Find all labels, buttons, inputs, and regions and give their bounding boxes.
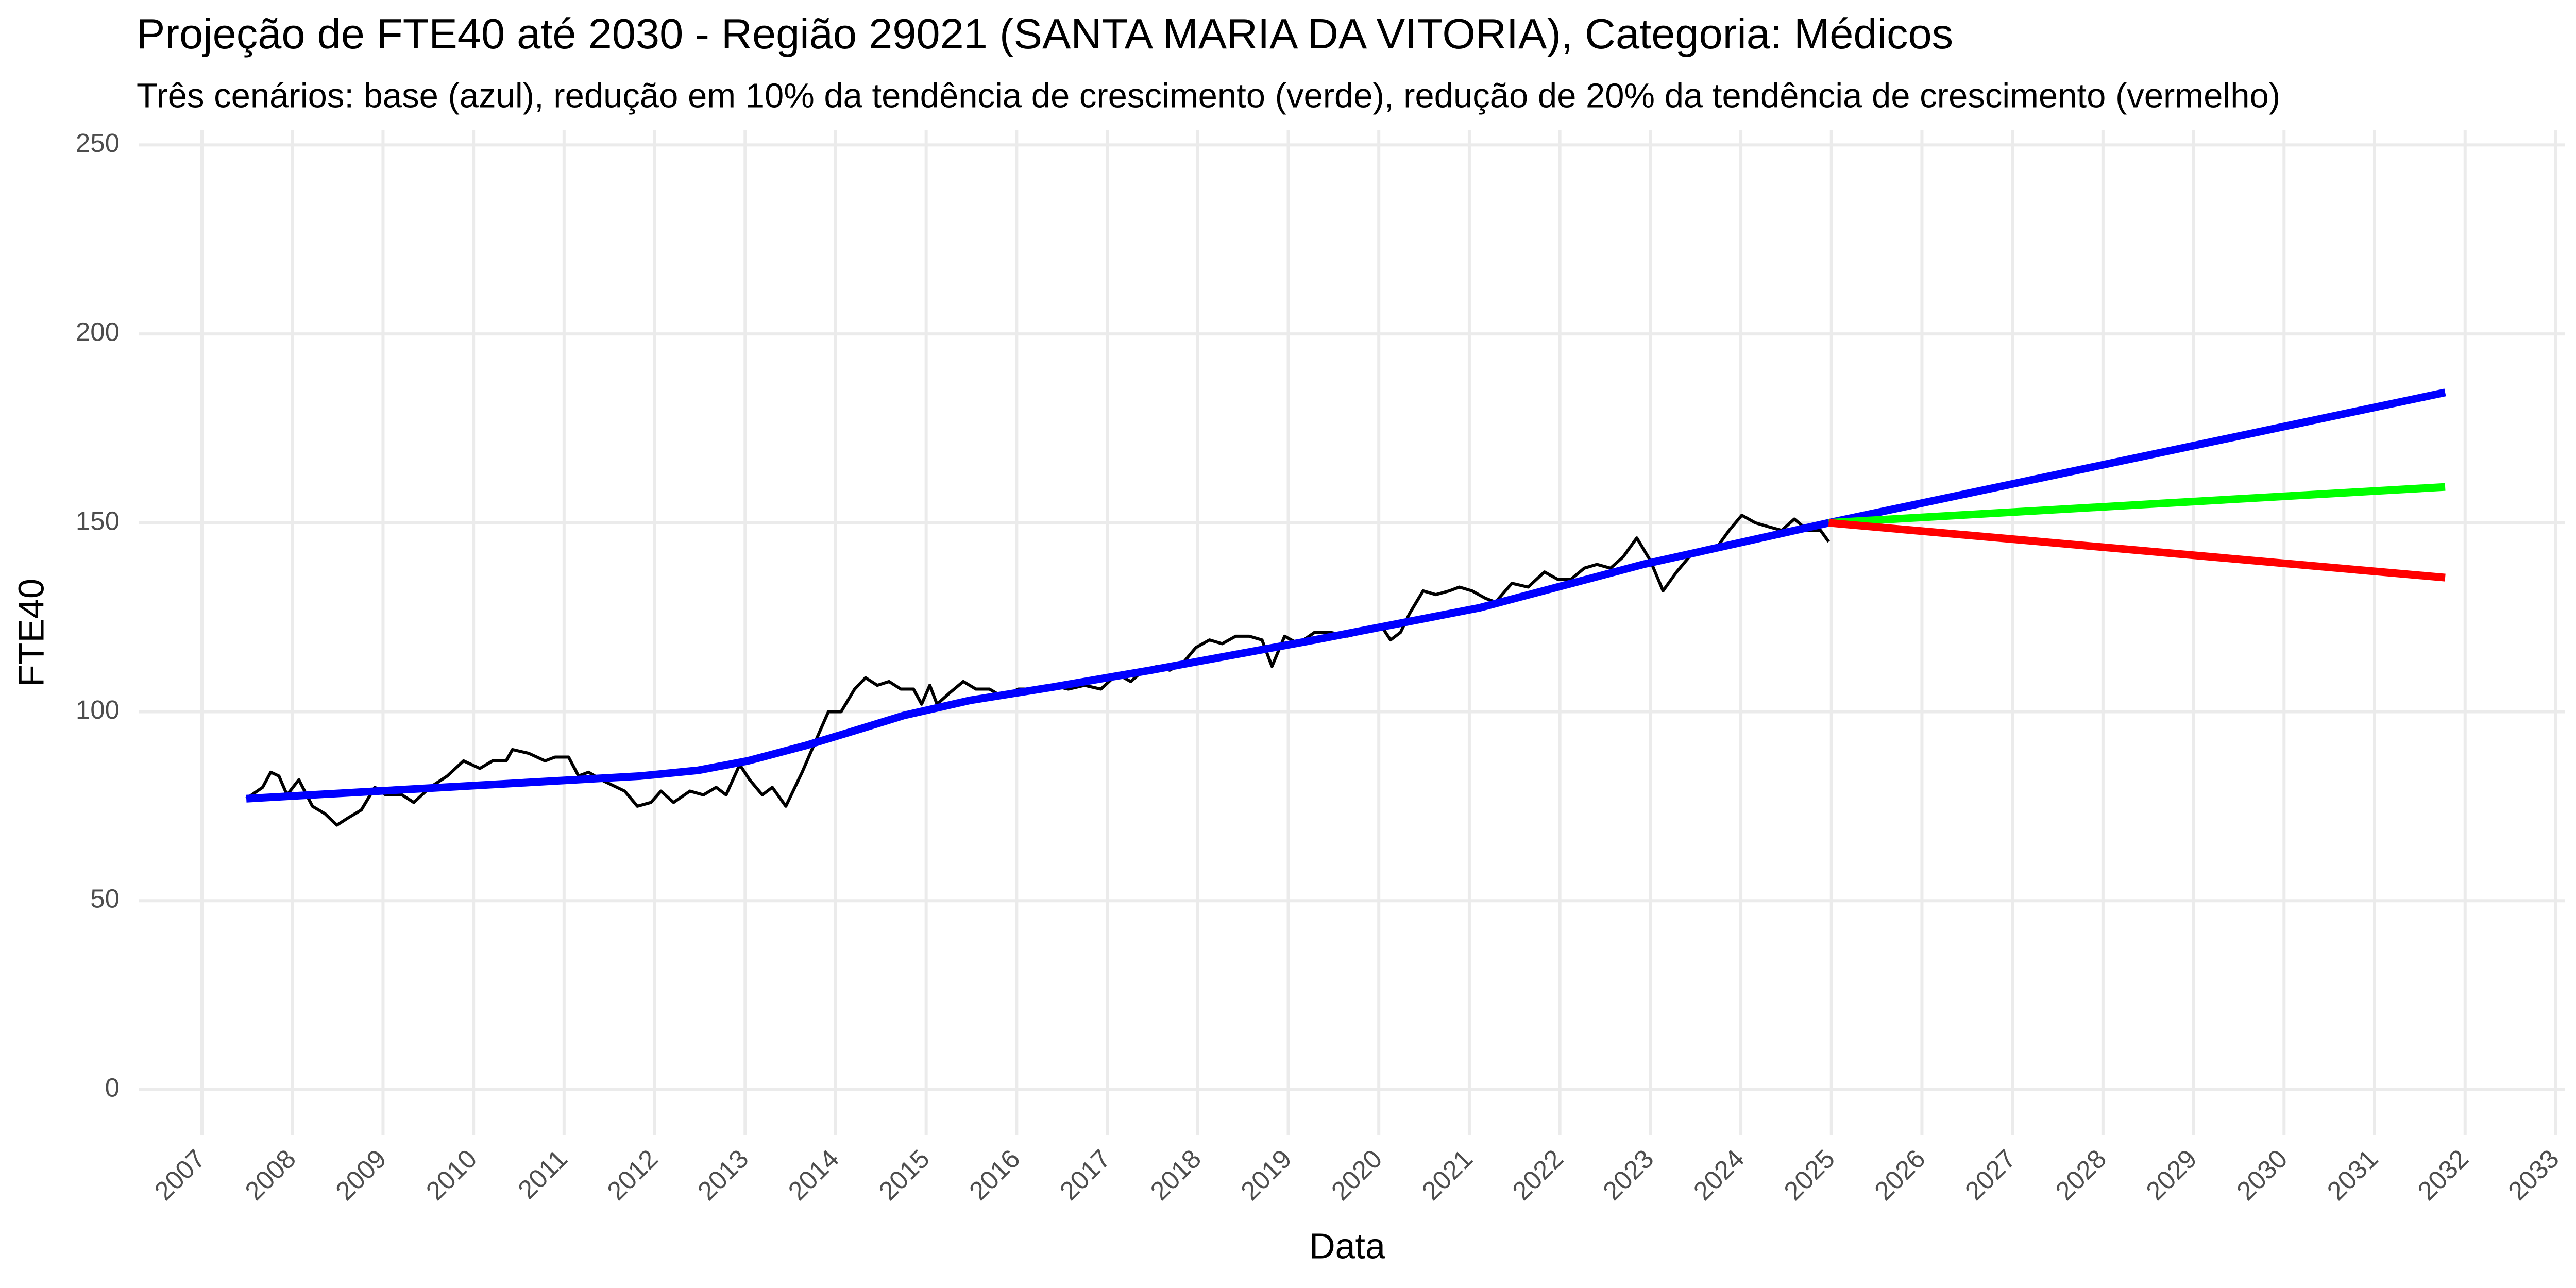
series-line — [1828, 519, 2446, 582]
x-tick-label: 2015 — [873, 1144, 935, 1206]
x-tick-label: 2010 — [420, 1144, 483, 1206]
y-tick-label: 200 — [76, 317, 120, 347]
x-tick-label: 2029 — [2140, 1144, 2202, 1206]
series-line — [1828, 483, 2446, 527]
grid — [139, 130, 2565, 1135]
y-tick-label: 100 — [76, 695, 120, 724]
x-tick-label: 2033 — [2502, 1144, 2565, 1206]
x-tick-label: 2012 — [601, 1144, 664, 1206]
x-tick-label: 2032 — [2412, 1144, 2474, 1206]
x-tick-label: 2013 — [692, 1144, 754, 1206]
series-line — [245, 514, 1830, 827]
x-tick-label: 2007 — [149, 1144, 211, 1206]
x-tick-label: 2026 — [1869, 1144, 1931, 1206]
x-tick-label: 2020 — [1326, 1144, 1388, 1206]
y-tick-label: 150 — [76, 506, 120, 535]
y-axis-label: FTE40 — [11, 579, 51, 687]
x-tick-label: 2011 — [512, 1144, 573, 1205]
x-tick-label: 2022 — [1506, 1144, 1569, 1206]
x-tick-label: 2018 — [1145, 1144, 1207, 1206]
x-tick-label: 2031 — [2321, 1144, 2384, 1206]
x-tick-label: 2016 — [963, 1144, 1026, 1206]
chart-title: Projeção de FTE40 até 2030 - Região 2902… — [137, 10, 1953, 58]
x-tick-label: 2017 — [1054, 1144, 1116, 1206]
x-tick-label: 2019 — [1235, 1144, 1297, 1206]
x-tick-label: 2030 — [2231, 1144, 2293, 1206]
x-tick-label: 2014 — [783, 1144, 845, 1206]
x-tick-label: 2025 — [1778, 1144, 1841, 1206]
x-tick-label: 2028 — [2050, 1144, 2112, 1206]
series-line — [246, 388, 2446, 803]
x-tick-label: 2008 — [239, 1144, 301, 1206]
x-axis-label: Data — [1309, 1226, 1385, 1266]
chart-subtitle: Três cenários: base (azul), redução em 1… — [137, 77, 2280, 115]
x-tick-label: 2027 — [1959, 1144, 2022, 1206]
y-tick-label: 50 — [90, 884, 120, 913]
y-tick-label: 0 — [105, 1073, 120, 1102]
x-tick-label: 2009 — [330, 1144, 392, 1206]
x-tick-label: 2023 — [1597, 1144, 1659, 1206]
x-tick-label: 2021 — [1416, 1144, 1479, 1206]
x-tick-label: 2024 — [1688, 1144, 1750, 1206]
y-tick-label: 250 — [76, 128, 120, 158]
